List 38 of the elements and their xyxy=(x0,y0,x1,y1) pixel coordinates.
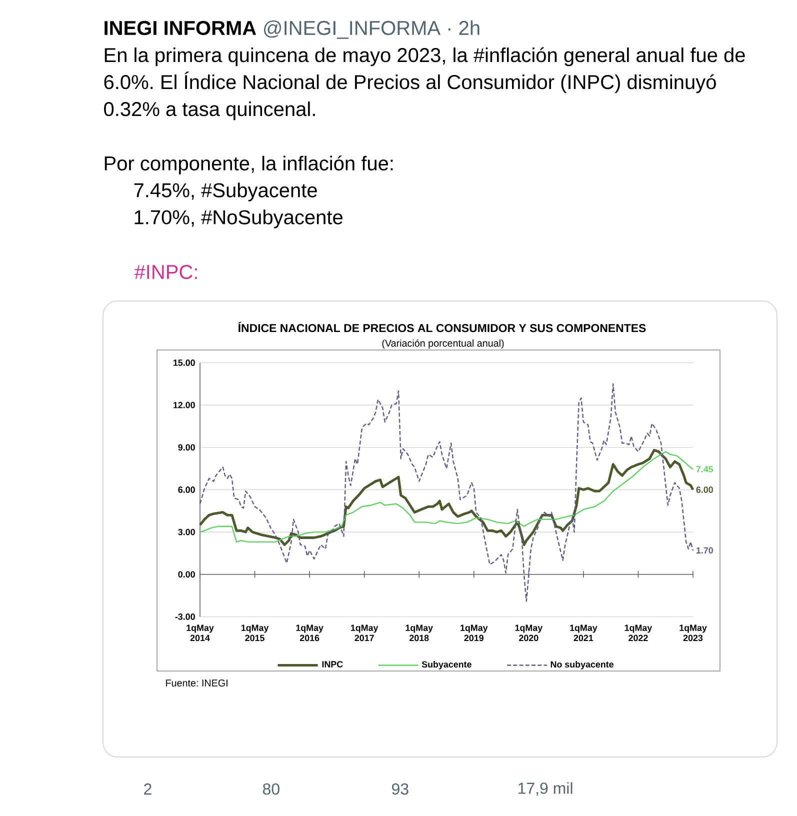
y-tick-label: 0.00 xyxy=(178,571,195,578)
x-tick-label: 1qMay 2015 xyxy=(241,624,269,642)
x-tick-label: 1qMay 2017 xyxy=(350,624,378,642)
x-tick-label: 1qMay 2021 xyxy=(570,624,598,642)
legend-label: INPC xyxy=(322,661,343,668)
y-tick-label: 3.00 xyxy=(178,528,195,536)
chart-title: ÍNDICE NACIONAL DE PRECIOS AL CONSUMIDOR Y SUS COMPONENTES xyxy=(238,322,646,332)
y-tick-label: 15.00 xyxy=(174,360,195,366)
text: 93 xyxy=(392,783,408,795)
y-tick-label: 9.00 xyxy=(178,444,195,451)
y-tick-label: -3.00 xyxy=(175,614,195,620)
data-label: 7.45 xyxy=(696,466,714,472)
x-tick-label: 1qMay 2023 xyxy=(680,624,707,642)
text: #INPC: xyxy=(134,264,197,280)
x-tick-label: 1qMay 2022 xyxy=(624,624,652,642)
x-tick-label: 1qMay 2019 xyxy=(460,624,488,642)
text: Por componente, la inflación fue: xyxy=(104,156,393,174)
text: INEGI INFORMA xyxy=(104,20,256,36)
text: 80 xyxy=(262,783,280,795)
x-tick-label: 1qMay 2018 xyxy=(406,624,433,642)
text: En la primera quincena de mayo 2023, la #inflación general anual fue de 6.0%. El Índice Nacional de Precios al Consumidor (INPC) disminuyó 0.32% a tasa quincenal. xyxy=(104,47,745,120)
x-tick-label: 1qMay 2016 xyxy=(296,624,324,642)
y-tick-label: 12.00 xyxy=(174,402,195,408)
source-note: Fuente: INEGI xyxy=(166,680,228,687)
y-tick-label: 6.00 xyxy=(178,486,195,493)
line-series xyxy=(199,383,694,602)
legend-label: No subyacente xyxy=(550,660,614,670)
data-label: 1.70 xyxy=(696,547,713,554)
x-tick-label: 1qMay 2014 xyxy=(186,624,214,642)
data-label: 6.00 xyxy=(696,486,713,493)
legend-label: Subyacente xyxy=(422,660,472,670)
chart-subtitle: (Variación porcentual anual) xyxy=(382,339,504,349)
x-tick-label: 1qMay 2020 xyxy=(515,624,543,642)
text: 2 xyxy=(144,783,152,795)
text: @INEGI_INFORMA · 2h xyxy=(264,20,480,39)
text: 17,9 mil xyxy=(518,782,572,796)
text: 1.70%, #NoSubyacente xyxy=(134,210,342,228)
text: 7.45%, #Subyacente xyxy=(134,182,317,202)
